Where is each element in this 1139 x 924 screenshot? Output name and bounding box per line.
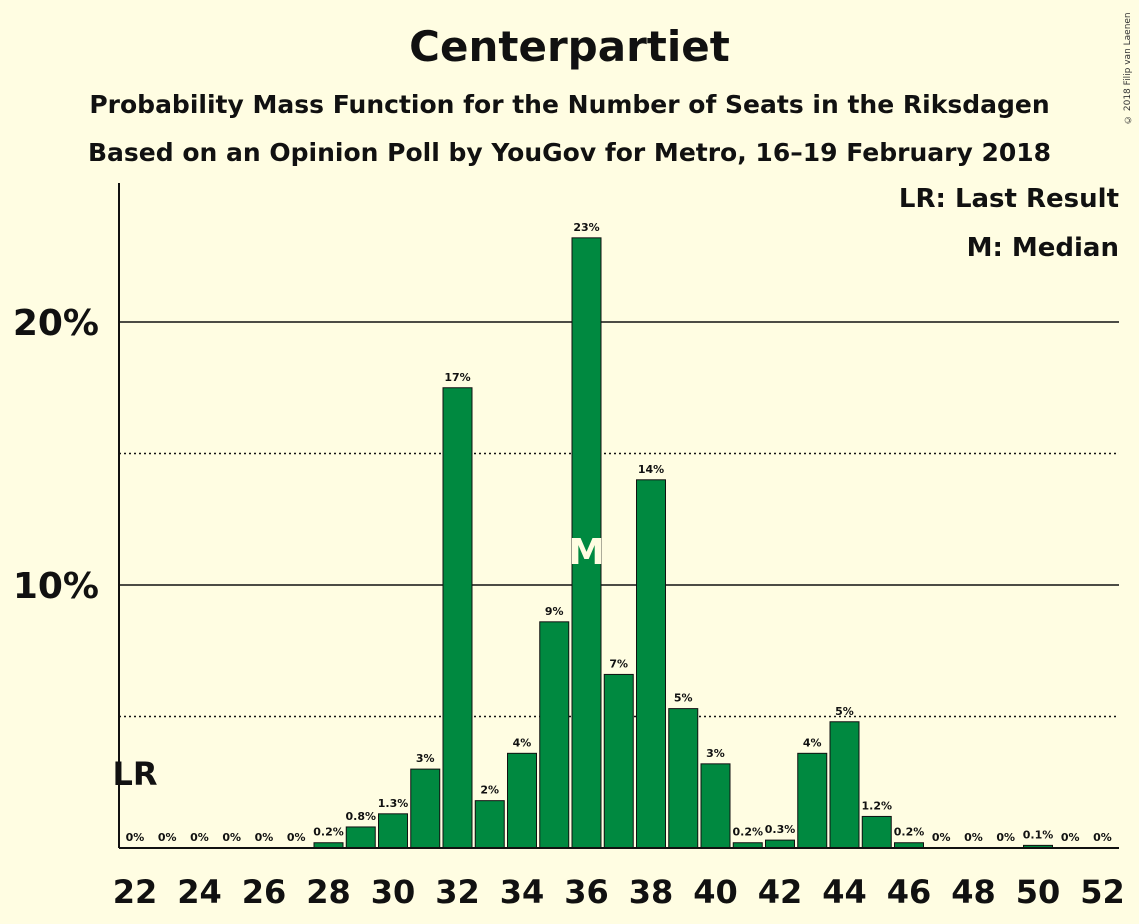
x-tick-label: 28 (306, 873, 351, 911)
data-label: 0% (126, 831, 145, 844)
bar-seat-43 (797, 752, 828, 849)
data-label: 0% (996, 831, 1015, 844)
data-label: 0% (190, 831, 209, 844)
x-tick-label: 44 (822, 873, 867, 911)
legend-last-result: LR: Last Result (898, 184, 1119, 214)
data-label: 1.3% (378, 797, 409, 810)
data-label: 0% (222, 831, 241, 844)
chart-source-line: Based on an Opinion Poll by YouGov for M… (87, 138, 1052, 167)
data-label: 14% (638, 463, 664, 476)
data-label: 0% (1093, 831, 1112, 844)
data-label: 23% (573, 221, 599, 234)
data-label: 0.3% (765, 823, 796, 836)
bar-seat-45 (861, 815, 892, 849)
x-tick-label: 42 (758, 873, 803, 911)
data-label: 9% (545, 605, 564, 618)
data-label: 0% (964, 831, 983, 844)
chart-subtitle: Probability Mass Function for the Number… (89, 90, 1050, 119)
x-tick-label: 32 (435, 873, 480, 911)
data-label: 3% (706, 747, 725, 760)
chart-title: Centerpartiet (409, 22, 730, 71)
data-label: 0% (287, 831, 306, 844)
data-label: 7% (609, 657, 628, 670)
bar-seat-30 (378, 813, 408, 849)
x-tick-label: 38 (629, 873, 674, 911)
data-label: 0% (255, 831, 274, 844)
data-label: 0.2% (732, 826, 763, 839)
x-tick-label: 48 (951, 873, 996, 911)
data-label: 0.1% (1023, 828, 1054, 841)
data-label: 1.2% (861, 799, 892, 812)
bar-seat-44 (829, 721, 860, 849)
bar-seat-39 (668, 708, 699, 849)
data-label: 5% (674, 692, 693, 705)
bar-seat-31 (410, 768, 441, 849)
x-tick-label: 36 (564, 873, 609, 911)
bar-seat-33 (474, 800, 505, 849)
x-tick-label: 26 (242, 873, 287, 911)
y-tick-label: 20% (13, 303, 99, 344)
bar-seat-40 (700, 763, 731, 849)
data-label: 4% (803, 736, 822, 749)
x-tick-label: 40 (693, 873, 738, 911)
data-label: 3% (416, 752, 435, 765)
data-label: 0% (158, 831, 177, 844)
data-label: 0% (1061, 831, 1080, 844)
data-label: 5% (835, 705, 854, 718)
x-tick-label: 30 (371, 873, 416, 911)
y-tick-label: 10% (13, 566, 99, 607)
x-tick-label: 22 (113, 873, 158, 911)
legend-median: M: Median (966, 233, 1119, 263)
bar-seat-32 (442, 387, 473, 849)
bar-seat-42 (765, 839, 795, 849)
x-tick-label: 46 (887, 873, 932, 911)
bar-seat-38 (636, 479, 666, 849)
x-tick-label: 34 (500, 873, 545, 911)
bar-seat-35 (539, 621, 570, 849)
data-label: 0.2% (313, 826, 344, 839)
last-result-marker: LR (112, 755, 157, 793)
bar-seat-29 (345, 826, 376, 849)
data-label: 0% (932, 831, 951, 844)
data-label: 0.8% (345, 810, 376, 823)
data-label: 2% (480, 784, 499, 797)
data-label: 17% (444, 371, 470, 384)
bar-seat-34 (507, 752, 537, 849)
data-label: 0.2% (894, 826, 925, 839)
bar-seat-37 (603, 673, 634, 849)
x-tick-label: 52 (1080, 873, 1125, 911)
x-tick-label: 24 (177, 873, 222, 911)
median-marker: M (569, 532, 605, 573)
bar-seat-36 (571, 237, 602, 849)
data-label: 4% (513, 736, 532, 749)
x-tick-label: 50 (1016, 873, 1061, 911)
